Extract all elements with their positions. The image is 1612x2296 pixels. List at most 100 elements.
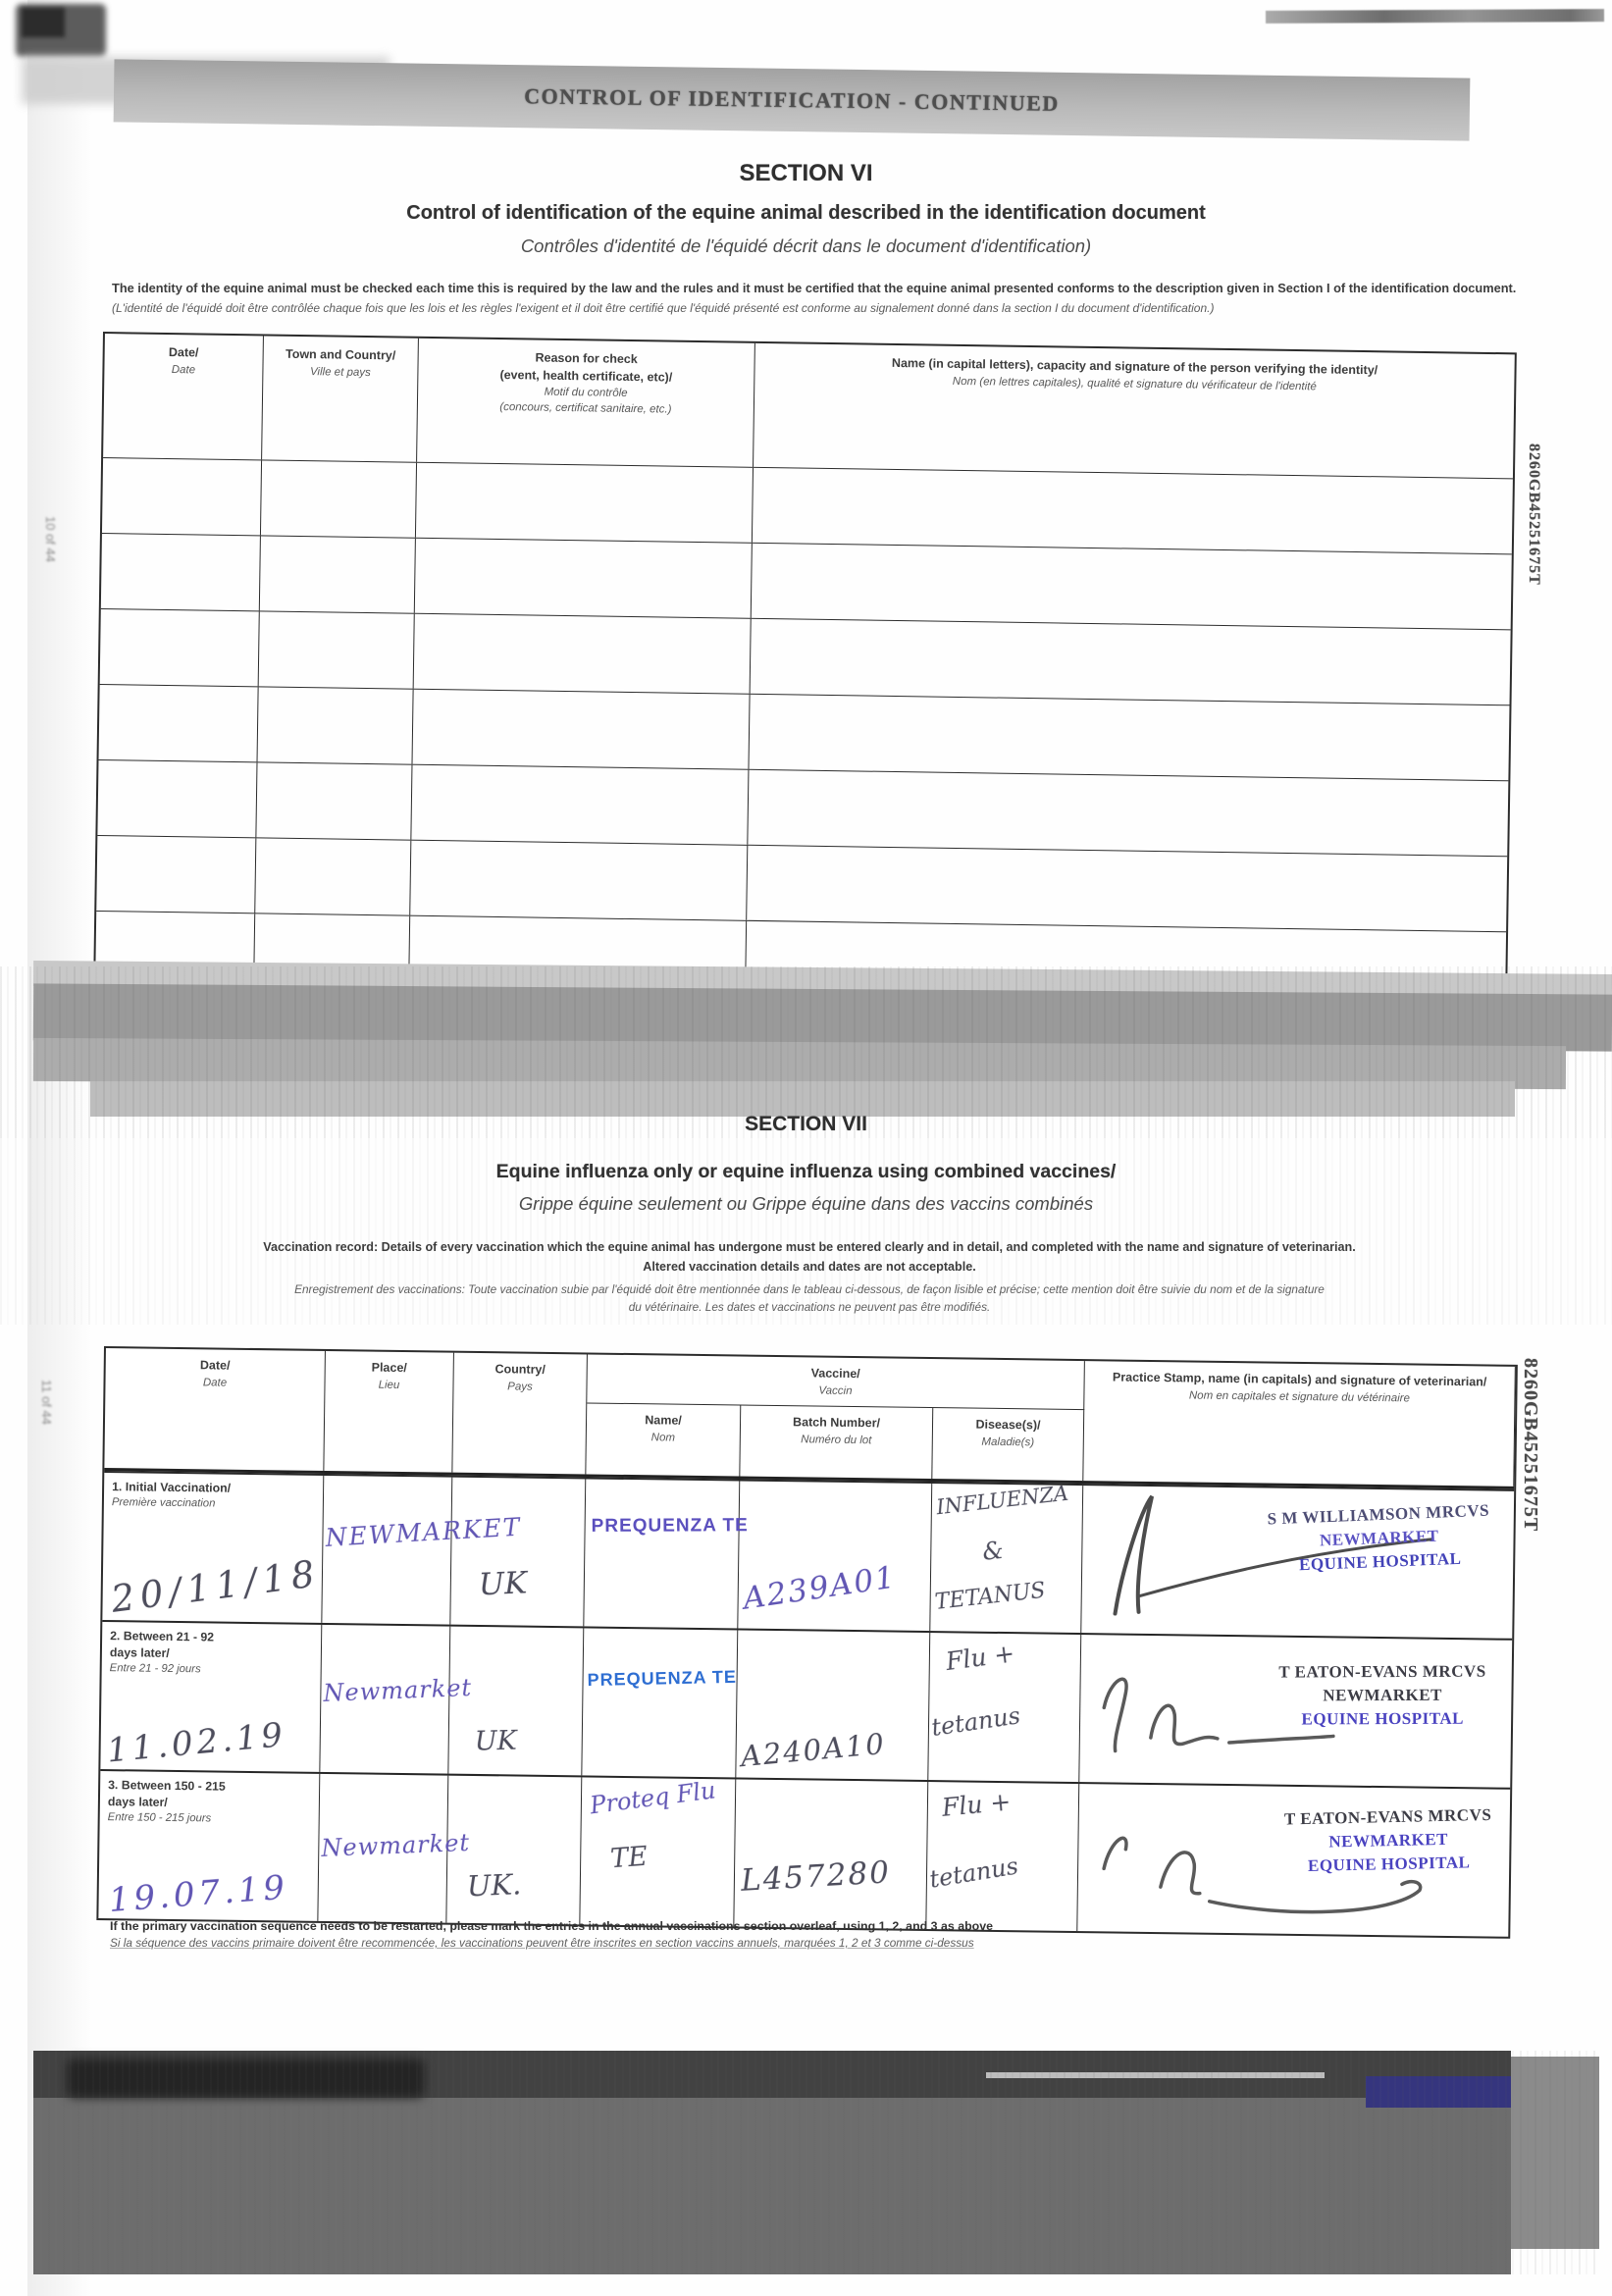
- practice-stamp-line: EQUINE HOSPITAL: [1307, 1852, 1471, 1875]
- handwritten-disease: INFLUENZA: [935, 1481, 1070, 1520]
- band-title: CONTROL OF IDENTIFICATION - CONTINUED: [524, 83, 1060, 116]
- col-country: Country/ Pays: [452, 1352, 588, 1475]
- date-cell: 1. Initial Vaccination/ Première vaccina…: [102, 1473, 325, 1623]
- col-town: Town and Country/ Ville et pays: [262, 336, 419, 462]
- row3-label-fr: Entre 150 - 215 jours: [107, 1811, 212, 1825]
- col-vaccine-name-fr: Nom: [650, 1431, 676, 1444]
- table-header: Date/ Date Town and Country/ Ville et pa…: [103, 334, 1515, 478]
- col-date-en: Date/: [168, 344, 199, 360]
- empty-cell: [258, 611, 415, 689]
- date-cell: 3. Between 150 - 215 days later/ Entre 1…: [98, 1770, 321, 1921]
- empty-cell: [97, 759, 258, 838]
- section6-heading: SECTION VI: [739, 160, 873, 186]
- footnote-en: If the primary vaccination sequence need…: [110, 1919, 994, 1933]
- handwritten-place: Newmarket: [322, 1673, 473, 1707]
- scan-dark-block-right: [1511, 2057, 1599, 2249]
- col-date-fr: Date: [171, 363, 196, 376]
- stamp-cell: T EATON-EVANS MRCVS NEWMARKET EQUINE HOS…: [1079, 1635, 1512, 1788]
- handwritten-batch: A240A10: [739, 1726, 888, 1774]
- empty-cell: [412, 689, 751, 769]
- practice-stamp: S M WILLIAMSON MRCVS NEWMARKET EQUINE HO…: [1267, 1499, 1491, 1578]
- empty-cell: [100, 534, 261, 611]
- empty-cell: [259, 536, 416, 613]
- header-band: CONTROL OF IDENTIFICATION - CONTINUED: [113, 59, 1471, 141]
- section6-intro-fr: (L'identité de l'équidé doit être contrô…: [112, 301, 1215, 316]
- passport-code-vertical: 8260GB45251675T: [1526, 444, 1542, 586]
- scan-light-line: [986, 2072, 1325, 2078]
- section7-heading: SECTION VII: [745, 1113, 867, 1135]
- vaccine-name-cell: PREQUENZA TE: [584, 1479, 749, 1629]
- empty-cell: [256, 762, 413, 840]
- practice-stamp-line: EQUINE HOSPITAL: [1301, 1708, 1464, 1729]
- empty-cell: [255, 838, 412, 915]
- section6-title-fr: Contrôles d'identité de l'équidé décrit …: [520, 235, 1092, 256]
- section6-intro-en: The identity of the equine animal must b…: [112, 281, 1517, 295]
- disease-cell: Flu + tetanus: [928, 1633, 1082, 1783]
- handwritten-date: 11.02.19: [105, 1714, 288, 1771]
- section6-title-en: Control of identification of the equine …: [406, 202, 1206, 224]
- practice-stamp: T EATON-EVANS MRCVS NEWMARKET EQUINE HOS…: [1278, 1660, 1486, 1731]
- vaccination-table: Date/ Date Place/ Lieu Country/ Pays Vac…: [96, 1346, 1518, 1939]
- section7-note-fr2: du vétérinaire. Les dates et vaccination…: [628, 1300, 991, 1315]
- scan-band-artifact: [90, 1081, 1515, 1117]
- passport-code-vertical: 8260GB45251675T: [1520, 1358, 1541, 1533]
- place-cell: Newmarket: [318, 1773, 471, 1923]
- handwritten-country: UK: [474, 1725, 518, 1757]
- vaccine-stamp: PREQUENZA TE: [587, 1666, 738, 1691]
- disease-cell: Flu + tetanus: [926, 1782, 1080, 1932]
- country-cell: UK: [450, 1477, 587, 1627]
- veterinarian-signature: [1113, 1494, 1434, 1616]
- col-vaccine-group: Vaccine/ Vaccin: [587, 1354, 1085, 1411]
- place-cell: NEWMARKET: [322, 1475, 522, 1625]
- vaccination-row-2: 2. Between 21 - 92 days later/ Entre 21 …: [100, 1620, 1513, 1788]
- section7-note-en1: Vaccination record: Details of every vac…: [263, 1240, 1356, 1254]
- col-town-fr: Ville et pays: [309, 365, 371, 379]
- footnote-fr: Si la séquence des vaccins primaire doiv…: [110, 1936, 974, 1950]
- col-disease-fr: Maladie(s): [981, 1435, 1035, 1448]
- stamp-cell: T EATON-EVANS MRCVS NEWMARKET EQUINE HOS…: [1077, 1784, 1510, 1937]
- row2-label-fr: Entre 21 - 92 jours: [109, 1662, 201, 1676]
- col-place: Place/ Lieu: [324, 1350, 454, 1473]
- passport-cover-patch: [1366, 2076, 1511, 2108]
- handwritten-vaccine: Proteq Flu: [588, 1776, 717, 1820]
- empty-cell: [747, 846, 1507, 931]
- disease-cell: INFLUENZA & TETANUS: [930, 1481, 1084, 1634]
- section7-note: Vaccination record: Details of every vac…: [118, 1238, 1501, 1317]
- section7-title-en: Equine influenza only or equine influenz…: [495, 1161, 1117, 1182]
- empty-cell: [410, 840, 749, 920]
- empty-cell: [260, 460, 418, 538]
- identification-checks-table: Date/ Date Town and Country/ Ville et pa…: [93, 332, 1517, 1010]
- empty-cell: [413, 613, 752, 694]
- vaccine-name-cell: Proteq Flu TE: [580, 1776, 737, 1927]
- batch-cell: A240A10: [736, 1630, 931, 1781]
- batch-cell: L457280: [734, 1779, 929, 1930]
- section7-title-fr: Grippe équine seulement ou Grippe équine…: [518, 1193, 1094, 1214]
- practice-stamp-line: NEWMARKET: [1322, 1685, 1442, 1705]
- handwritten-disease: tetanus: [927, 1852, 1020, 1894]
- place-cell: Newmarket: [320, 1624, 473, 1774]
- empty-cell: [101, 458, 263, 536]
- handwritten-batch: L457280: [740, 1854, 892, 1899]
- handwritten-date: 19.07.19: [107, 1867, 290, 1921]
- table-header: Date/ Date Place/ Lieu Country/ Pays Vac…: [104, 1348, 1516, 1489]
- row1-label-fr: Première vaccination: [111, 1496, 216, 1510]
- stamp-cell: S M WILLIAMSON MRCVS NEWMARKET EQUINE HO…: [1081, 1486, 1514, 1639]
- handwritten-country: UK.: [466, 1867, 522, 1904]
- veterinarian-signature: [1102, 1836, 1423, 1914]
- col-date-fr: Date: [202, 1376, 228, 1389]
- col-disease: Disease(s)/ Maladie(s): [932, 1408, 1085, 1482]
- empty-cell: [96, 835, 257, 913]
- practice-stamp-line: T EATON-EVANS MRCVS: [1283, 1804, 1492, 1829]
- empty-cell: [98, 684, 259, 762]
- col-country-fr: Pays: [507, 1380, 533, 1393]
- section6-intro: The identity of the equine animal must b…: [112, 279, 1517, 317]
- footnote: If the primary vaccination sequence need…: [110, 1919, 1444, 1950]
- batch-cell: A239A01: [738, 1481, 933, 1632]
- handwritten-disease: Flu +: [944, 1639, 1016, 1677]
- date-cell: 2. Between 21 - 92 days later/ Entre 21 …: [100, 1622, 323, 1772]
- vaccine-name-cell: PREQUENZA TE: [582, 1628, 739, 1778]
- empty-cell: [753, 468, 1513, 553]
- section7-note-en2: Altered vaccination details and dates ar…: [643, 1259, 976, 1274]
- practice-stamp: T EATON-EVANS MRCVS NEWMARKET EQUINE HOS…: [1283, 1803, 1492, 1878]
- vaccination-row-3: 3. Between 150 - 215 days later/ Entre 1…: [98, 1768, 1511, 1937]
